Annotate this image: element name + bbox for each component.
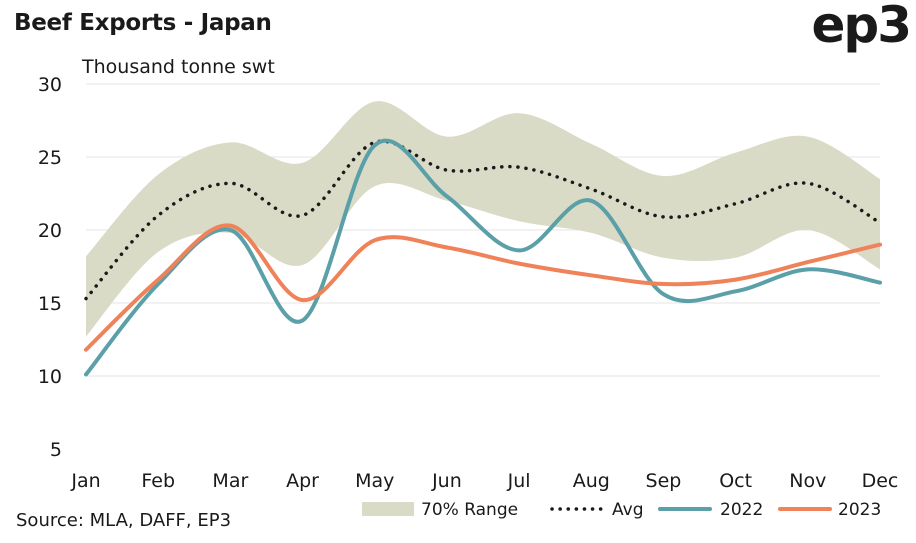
x-tick-label: Sep (646, 470, 682, 492)
x-tick-label: Jul (507, 470, 531, 492)
range-band-70pct (86, 101, 880, 337)
x-tick-label: Aug (573, 470, 610, 492)
x-tick-label: Nov (789, 470, 826, 492)
series-line-2023 (84, 223, 882, 352)
brand-logo: ep3 (811, 0, 912, 54)
y-tick-label: 15 (38, 293, 62, 315)
axis-labels: 5 10 15 20 25 30 Jan Feb Mar Apr May Jun Jul Aug Sep Oc… (38, 74, 899, 492)
range-band-layer (86, 101, 880, 337)
x-tick-label: Oct (719, 470, 752, 492)
series-layer (84, 138, 882, 377)
legend: 70% Range Avg 2022 2023 (362, 500, 881, 520)
y-tick-label: 10 (38, 366, 62, 388)
legend-label-2023: 2023 (838, 500, 881, 520)
x-tick-label: Dec (862, 470, 899, 492)
legend-label-avg: Avg (612, 500, 644, 520)
series-line-2022 (84, 138, 882, 377)
y-tick-label: 5 (50, 439, 62, 461)
x-tick-label: Jun (431, 470, 462, 492)
x-tick-label: Apr (286, 470, 319, 492)
y-tick-label: 25 (38, 147, 62, 169)
x-tick-label: Mar (212, 470, 248, 492)
legend-label-2022: 2022 (720, 500, 763, 520)
y-axis-label: Thousand tonne swt (82, 56, 275, 78)
chart-title: Beef Exports - Japan (14, 10, 272, 36)
y-tick-label: 20 (38, 220, 62, 242)
legend-label-range: 70% Range (421, 500, 518, 520)
x-tick-label: Jan (70, 470, 100, 492)
x-tick-label: Feb (141, 470, 175, 492)
y-tick-label: 30 (38, 74, 62, 96)
legend-swatch-range (362, 502, 414, 516)
source-note: Source: MLA, DAFF, EP3 (16, 510, 232, 531)
x-tick-label: May (355, 470, 394, 492)
